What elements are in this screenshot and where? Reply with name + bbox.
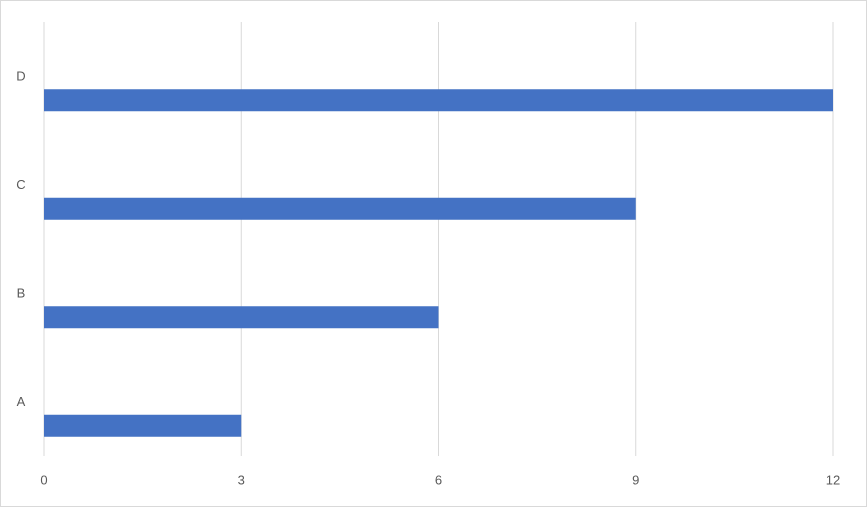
bar bbox=[44, 197, 636, 220]
y-tick-label: D bbox=[16, 69, 25, 84]
x-tick-label: 12 bbox=[826, 472, 840, 487]
x-tick-label: 0 bbox=[40, 472, 47, 487]
y-tick-label: A bbox=[17, 394, 26, 409]
bar bbox=[44, 89, 833, 112]
x-tick-label: 3 bbox=[238, 472, 245, 487]
y-tick-label: B bbox=[17, 286, 26, 301]
bar bbox=[44, 414, 242, 437]
x-tick-label: 6 bbox=[435, 472, 442, 487]
bar bbox=[44, 306, 439, 329]
x-tick-label: 9 bbox=[632, 472, 639, 487]
y-tick-label: C bbox=[16, 177, 25, 192]
